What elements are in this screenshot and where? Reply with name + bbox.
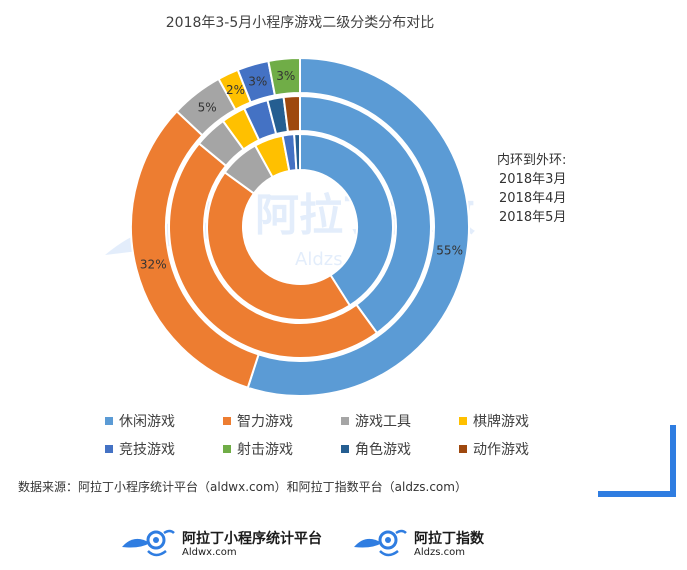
legend-swatch — [459, 417, 467, 425]
legend-swatch — [105, 417, 113, 425]
logo-aldzs-text: 阿拉丁指数 Aldzs.com — [414, 531, 484, 558]
legend-swatch — [223, 445, 231, 453]
data-source-note: 数据来源：阿拉丁小程序统计平台（aldwx.com）和阿拉丁指数平台（aldzs… — [18, 480, 467, 494]
legend-item-competitive: 竞技游戏 — [105, 439, 223, 459]
legend-swatch — [341, 445, 349, 453]
ring-order-note: 内环到外环: 2018年3月 2018年4月 2018年5月 — [497, 151, 566, 227]
logo-aldzs-url: Aldzs.com — [414, 546, 465, 558]
corner-bracket-vertical — [670, 425, 676, 497]
chart-legend: 休闲游戏 智力游戏 游戏工具 棋牌游戏 竞技游戏 射击游戏 角色游戏 动作游戏 — [105, 411, 575, 459]
legend-swatch — [105, 445, 113, 453]
legend-item-board: 棋牌游戏 — [459, 411, 577, 431]
data-label-casual: 55% — [436, 244, 463, 258]
legend-item-action: 动作游戏 — [459, 439, 577, 459]
legend-item-tools: 游戏工具 — [341, 411, 459, 431]
ring-order-outer: 2018年5月 — [499, 210, 567, 225]
ring-order-middle: 2018年4月 — [499, 191, 567, 206]
ring-order-inner: 2018年3月 — [499, 172, 567, 187]
legend-label: 角色游戏 — [355, 442, 411, 458]
donut-slice-middle-action — [282, 94, 301, 133]
data-label-competitive: 3% — [248, 75, 267, 89]
legend-label: 休闲游戏 — [119, 414, 175, 430]
genie-lamp-icon — [354, 529, 407, 557]
legend-label: 棋牌游戏 — [473, 414, 529, 430]
donut-slice-middle-casual — [299, 94, 432, 335]
logo-aldwx-url: Aldwx.com — [182, 546, 237, 558]
data-label-shooting: 3% — [276, 69, 295, 83]
legend-item-casual: 休闲游戏 — [105, 411, 223, 431]
legend-label: 竞技游戏 — [119, 442, 175, 458]
logo-aldwx-name: 阿拉丁小程序统计平台 — [182, 530, 322, 547]
corner-bracket-horizontal — [598, 491, 676, 497]
legend-swatch — [459, 445, 467, 453]
legend-item-puzzle: 智力游戏 — [223, 411, 341, 431]
donut-slice-inner-puzzle — [206, 170, 352, 321]
data-label-puzzle: 32% — [140, 258, 167, 272]
donut-slice-inner-rpg — [293, 132, 301, 172]
genie-lamp-icon — [122, 529, 175, 557]
legend-label: 动作游戏 — [473, 442, 529, 458]
logo-aldzs: 阿拉丁指数 Aldzs.com — [352, 527, 484, 561]
footer-logos: 阿拉丁小程序统计平台 Aldwx.com 阿拉丁指数 Aldzs.com — [120, 527, 540, 567]
legend-label: 游戏工具 — [355, 414, 411, 430]
logo-aldwx-text: 阿拉丁小程序统计平台 Aldwx.com — [182, 531, 322, 558]
ring-order-heading: 内环到外环: — [497, 153, 567, 168]
legend-swatch — [341, 417, 349, 425]
donut-slice-middle-puzzle — [168, 142, 379, 359]
data-label-board: 2% — [226, 83, 245, 97]
legend-swatch — [223, 417, 231, 425]
chart-title: 2018年3-5月小程序游戏二级分类分布对比 — [165, 15, 435, 31]
logo-aldzs-name: 阿拉丁指数 — [414, 530, 484, 547]
donut-slice-inner-casual — [299, 132, 394, 307]
legend-item-rpg: 角色游戏 — [341, 439, 459, 459]
legend-label: 智力游戏 — [237, 414, 293, 430]
donut-slice-outer-shooting — [267, 56, 301, 97]
legend-item-shooting: 射击游戏 — [223, 439, 341, 459]
donut-slice-outer-casual — [246, 56, 470, 397]
data-label-tools: 5% — [198, 100, 217, 114]
logo-aldwx: 阿拉丁小程序统计平台 Aldwx.com — [120, 527, 322, 561]
donut-chart: 55%32%5%2%3% 3% — [130, 56, 470, 397]
legend-label: 射击游戏 — [237, 442, 293, 458]
corner-bracket-decoration — [598, 425, 676, 497]
